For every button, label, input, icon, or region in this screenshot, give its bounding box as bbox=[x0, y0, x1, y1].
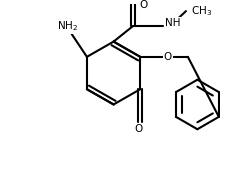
Text: CH$_3$: CH$_3$ bbox=[191, 4, 212, 18]
Text: NH: NH bbox=[165, 17, 180, 28]
Text: O: O bbox=[134, 124, 142, 134]
Text: O: O bbox=[139, 0, 147, 10]
Text: NH$_2$: NH$_2$ bbox=[57, 19, 78, 33]
Text: O: O bbox=[164, 52, 172, 62]
